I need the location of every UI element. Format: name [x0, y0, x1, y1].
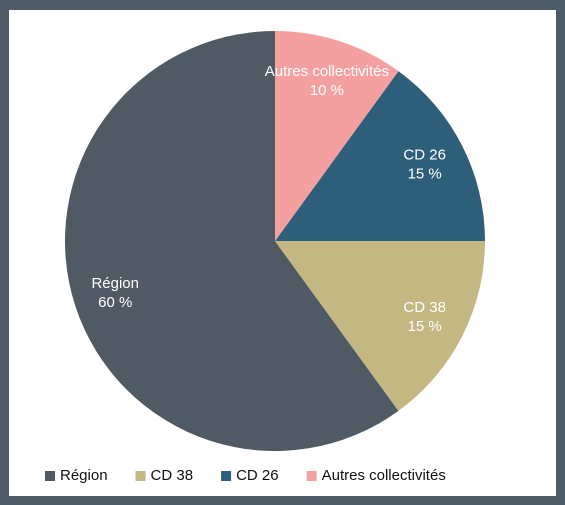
legend-swatch	[45, 471, 55, 481]
pie-slice	[275, 241, 485, 411]
pie-slice	[65, 31, 399, 451]
pie-slice	[275, 30, 399, 241]
slice-label: CD 26	[403, 147, 446, 164]
slice-value-label: 60 %	[98, 294, 132, 311]
legend-swatch	[221, 471, 232, 481]
legend-label: CD 26	[236, 467, 279, 484]
slice-label: Autres collectivités	[265, 63, 389, 80]
slice-label: Région	[91, 275, 139, 292]
legend-label: Autres collectivités	[322, 467, 446, 484]
legend-label: CD 38	[151, 467, 194, 484]
legend-swatch	[306, 471, 317, 481]
legend-swatch	[135, 471, 146, 481]
slice-label: CD 38	[403, 299, 446, 316]
legend-label: Région	[60, 467, 108, 484]
slice-value-label: 15 %	[408, 166, 442, 183]
slice-value-label: 10 %	[310, 82, 344, 99]
pie-slice	[275, 71, 485, 241]
slice-value-label: 15 %	[408, 318, 442, 335]
